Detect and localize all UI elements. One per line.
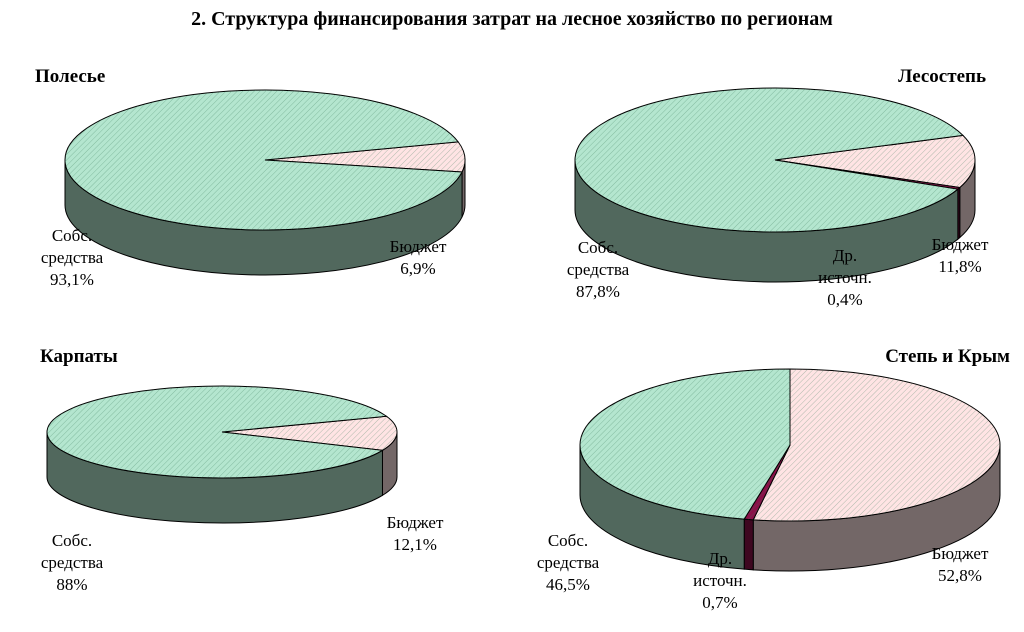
slice-hatch (775, 135, 975, 188)
chart-title: Лесостепь (898, 66, 986, 87)
slice-label: Собс. средства 46,5% (530, 530, 606, 596)
value-label: 87,8% (576, 282, 620, 301)
value-label: 11,8% (938, 257, 982, 276)
category-label: Собс. средства (40, 226, 104, 267)
value-label: 93,1% (50, 270, 94, 289)
category-label: Бюджет (931, 235, 989, 254)
value-label: 6,9% (400, 259, 436, 278)
slice-hatch (580, 369, 790, 520)
chart-title: Степь и Крым (885, 346, 1010, 367)
category-label: Собс. средства (566, 238, 630, 279)
slice-label: Др. источн. 0,4% (807, 245, 883, 311)
value-label: 0,7% (702, 593, 738, 612)
category-label: Собс. средства (536, 531, 600, 572)
slice-hatch (753, 369, 1001, 521)
slice-label: Др. источн. 0,7% (682, 548, 758, 614)
value-label: 0,4% (827, 290, 863, 309)
chart-title: Карпаты (40, 346, 118, 367)
category-label: Бюджет (386, 513, 444, 532)
slice-hatch (64, 90, 463, 231)
value-label: 52,8% (938, 566, 982, 585)
category-label: Собс. средства (40, 531, 104, 572)
category-label: Бюджет (389, 237, 447, 256)
slice-hatch (47, 385, 387, 478)
category-label: Бюджет (931, 544, 989, 563)
value-label: 12,1% (393, 535, 437, 554)
slice-label: Бюджет 6,9% (380, 236, 456, 280)
slice-hatch (222, 416, 397, 451)
slice-label: Собс. средства 87,8% (560, 237, 636, 303)
value-label: 46,5% (546, 575, 590, 594)
main-title: 2. Структура финансирования затрат на ле… (191, 8, 833, 30)
value-label: 88% (56, 575, 88, 594)
category-label: Др. источн. (693, 549, 747, 590)
slice-label: Собс. средства 93,1% (34, 225, 110, 291)
slice-label: Бюджет 11,8% (922, 234, 998, 278)
slice-label: Бюджет 52,8% (922, 543, 998, 587)
chart-title: Полесье (35, 66, 106, 87)
slice-hatch (265, 141, 466, 172)
slice-label: Бюджет 12,1% (377, 512, 453, 556)
slice-label: Собс. средства 88% (34, 530, 110, 596)
category-label: Др. источн. (818, 246, 872, 287)
slice-hatch (575, 88, 963, 233)
